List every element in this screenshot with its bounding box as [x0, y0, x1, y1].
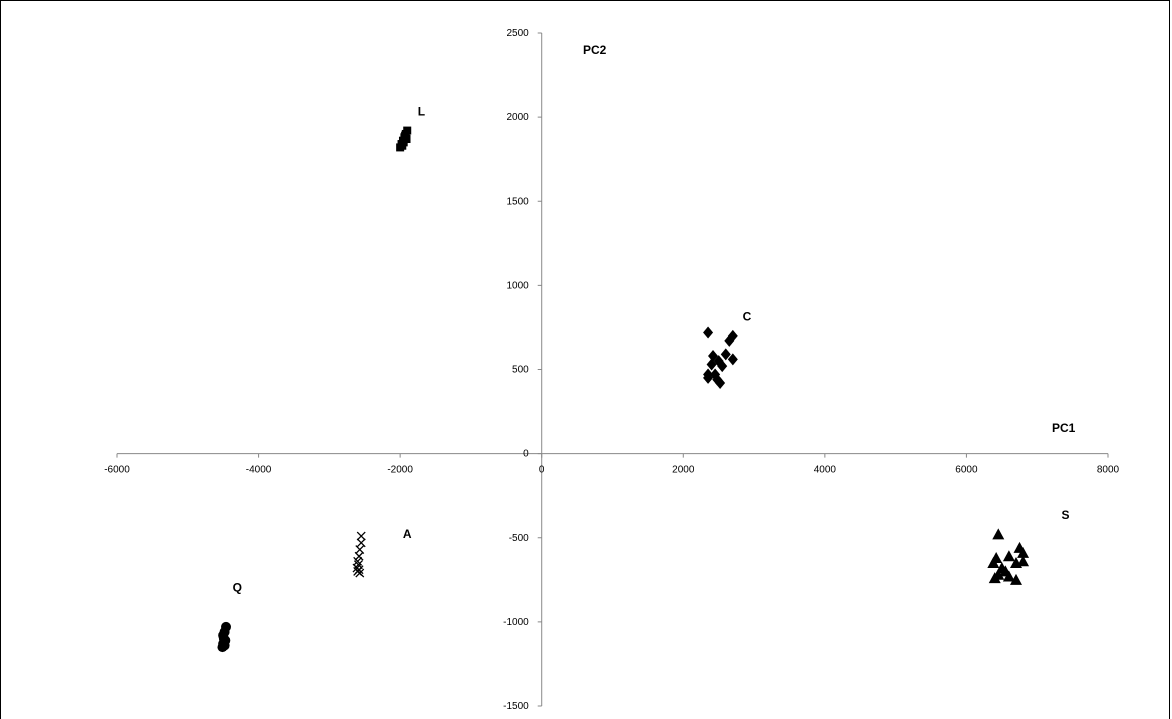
- y-tick-label: -1500: [503, 701, 529, 712]
- x-tick-label: -2000: [387, 465, 413, 476]
- cluster-label-c: C: [743, 310, 752, 324]
- point-s-triangle: [987, 556, 1000, 568]
- y-tick-label: 2000: [506, 112, 529, 123]
- y-tick-label: 0: [523, 449, 529, 460]
- y-tick-label: -1000: [503, 617, 529, 628]
- point-q-circle: [219, 640, 230, 651]
- cluster-label-q: Q: [233, 581, 242, 595]
- point-a-x: [356, 531, 366, 541]
- y-ticks: -1500 -1000 -500 0 500 1000 1500 2000 2500: [503, 28, 542, 712]
- point-s-triangle: [1002, 570, 1015, 582]
- cluster-label-s: S: [1062, 508, 1070, 522]
- x-tick-label: 6000: [955, 465, 978, 476]
- x-tick-label: -6000: [104, 465, 130, 476]
- x-tick-label: 8000: [1097, 465, 1120, 476]
- axes: [117, 33, 1108, 706]
- cluster-label-a: A: [403, 527, 412, 541]
- point-c-diamond: [717, 360, 728, 373]
- y-tick-label: 1000: [506, 280, 529, 291]
- x-tick-label: 0: [539, 465, 545, 476]
- point-l-square: [401, 131, 410, 140]
- cluster-labels: L C S A Q: [233, 104, 1070, 594]
- point-c-diamond: [706, 358, 717, 371]
- data-points: [217, 126, 1030, 653]
- x-ticks: -6000 -4000 -2000 0 2000 4000 6000 8000: [104, 453, 1120, 476]
- point-s-triangle: [1002, 550, 1015, 562]
- point-s-triangle: [992, 528, 1005, 540]
- point-s-triangle: [988, 572, 1001, 584]
- point-s-triangle: [1017, 546, 1030, 558]
- point-c-diamond: [720, 348, 731, 361]
- point-c-diamond: [715, 376, 726, 389]
- x-tick-label: 4000: [814, 465, 837, 476]
- y-tick-label: 1500: [506, 196, 529, 207]
- point-l-square: [398, 141, 407, 150]
- point-c-diamond: [703, 326, 714, 339]
- point-c-diamond: [727, 353, 738, 366]
- point-s-triangle: [1009, 573, 1022, 585]
- point-a-x: [356, 538, 366, 548]
- point-a-x: [355, 568, 365, 578]
- y-tick-label: -500: [509, 533, 529, 544]
- point-s-triangle: [1017, 555, 1030, 567]
- point-c-diamond: [703, 371, 714, 384]
- cluster-label-l: L: [418, 104, 425, 118]
- y-tick-label: 2500: [506, 28, 529, 39]
- y-axis-label: PC2: [583, 43, 607, 57]
- point-c-diamond: [724, 334, 735, 347]
- point-a-x: [354, 551, 364, 561]
- x-tick-label: 2000: [672, 465, 695, 476]
- x-tick-label: -4000: [246, 465, 272, 476]
- y-tick-label: 500: [512, 365, 529, 376]
- point-l-square: [403, 126, 412, 135]
- x-axis-label: PC1: [1052, 421, 1076, 435]
